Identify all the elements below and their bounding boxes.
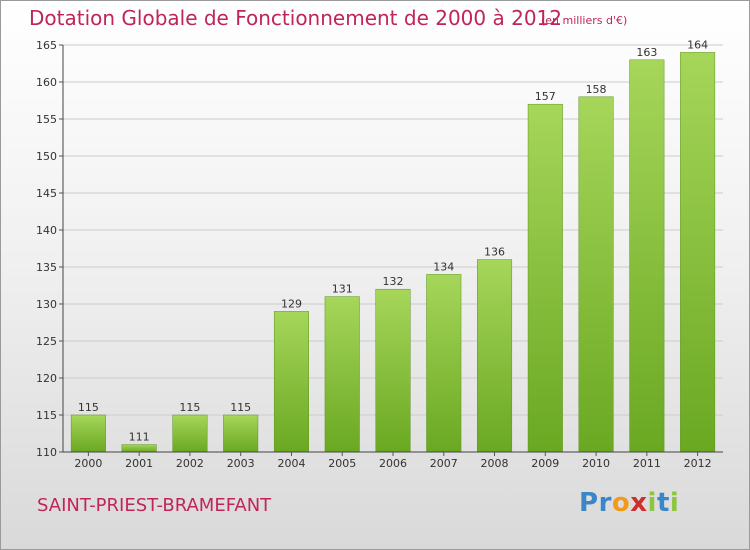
value-label-2009: 157 (535, 90, 556, 103)
x-tick-label-2000: 2000 (74, 457, 102, 470)
y-tick-label: 120 (36, 372, 57, 385)
x-tick-label-2006: 2006 (379, 457, 407, 470)
y-tick-label: 110 (36, 446, 57, 459)
chart-title: Dotation Globale de Fonctionnement de 20… (29, 6, 562, 30)
x-tick-label-2001: 2001 (125, 457, 153, 470)
value-label-2002: 115 (179, 401, 200, 414)
logo-letter: o (611, 488, 631, 518)
x-tick-label-2002: 2002 (176, 457, 204, 470)
value-label-2000: 115 (78, 401, 99, 414)
y-tick-label: 115 (36, 409, 57, 422)
y-tick-label: 150 (36, 150, 57, 163)
y-tick-label: 140 (36, 224, 57, 237)
y-tick-label: 145 (36, 187, 57, 200)
bar-2008 (477, 259, 513, 453)
value-label-2010: 158 (586, 83, 607, 96)
x-tick-label-2003: 2003 (227, 457, 255, 470)
value-label-2011: 163 (636, 46, 657, 59)
y-tick-label: 165 (36, 39, 57, 52)
x-tick-label-2009: 2009 (531, 457, 559, 470)
value-label-2012: 164 (687, 38, 708, 51)
proxiti-logo[interactable]: Proxiti (579, 488, 679, 518)
y-tick-label: 155 (36, 113, 57, 126)
y-tick-label: 125 (36, 335, 57, 348)
value-label-2001: 111 (129, 431, 150, 444)
x-tick-label-2010: 2010 (582, 457, 610, 470)
value-label-2004: 129 (281, 297, 302, 310)
bar-2006 (375, 288, 411, 453)
y-tick-label: 130 (36, 298, 57, 311)
bar-2002 (172, 414, 208, 453)
value-label-2003: 115 (230, 401, 251, 414)
x-tick-label-2011: 2011 (633, 457, 661, 470)
chart-units: (en milliers d'€) (541, 14, 628, 27)
logo-letter: x (630, 488, 648, 518)
bar-2003 (223, 414, 259, 453)
bar-2007 (426, 274, 462, 453)
value-label-2005: 131 (332, 283, 353, 296)
value-label-2008: 136 (484, 246, 505, 259)
bar-2012 (680, 52, 716, 453)
bar-2010 (578, 96, 614, 453)
logo-letter: t (656, 488, 670, 518)
bar-2005 (324, 296, 360, 453)
bar-2000 (70, 414, 106, 453)
logo-letter: i (647, 488, 657, 518)
logo-letter: r (598, 488, 612, 518)
y-tick-label: 160 (36, 76, 57, 89)
value-label-2007: 134 (433, 260, 454, 273)
axis-layer: 110 115 120 125 130 135 140 145 150 155 160 165 2000… (36, 39, 723, 470)
x-tick-label-2012: 2012 (684, 457, 712, 470)
y-tick-label: 135 (36, 261, 57, 274)
bar-2009 (527, 103, 563, 453)
bar-layer: 115 111 115 115 129 131 132 134 136 157 158 163 164 (70, 38, 716, 453)
x-tick-label-2005: 2005 (328, 457, 356, 470)
bar-2011 (629, 59, 665, 453)
x-tick-label-2004: 2004 (277, 457, 305, 470)
commune-name: SAINT-PRIEST-BRAMEFANT (37, 495, 272, 516)
x-tick-label-2008: 2008 (481, 457, 509, 470)
logo-letter: P (579, 488, 599, 518)
value-label-2006: 132 (383, 275, 404, 288)
logo-letter: i (669, 488, 680, 518)
bar-2001 (121, 444, 157, 453)
x-tick-label-2007: 2007 (430, 457, 458, 470)
bar-2004 (273, 311, 309, 453)
